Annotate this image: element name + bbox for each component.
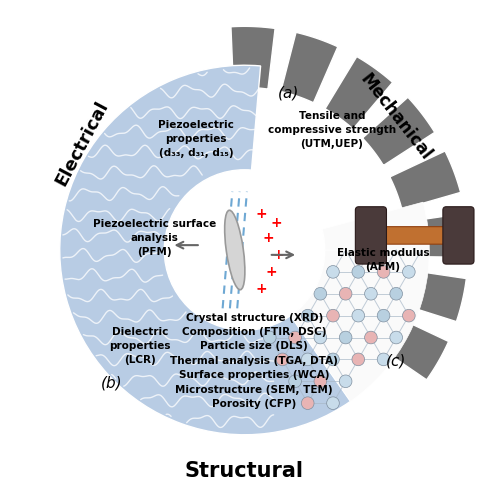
FancyBboxPatch shape xyxy=(377,226,451,244)
Circle shape xyxy=(351,353,364,366)
Circle shape xyxy=(389,288,402,300)
Text: Structural: Structural xyxy=(184,461,304,481)
Circle shape xyxy=(288,331,301,344)
Ellipse shape xyxy=(224,210,244,290)
Text: +: + xyxy=(270,216,282,230)
Circle shape xyxy=(301,353,313,366)
Circle shape xyxy=(364,331,376,344)
Text: Crystal structure (XRD)
Composition (FTIR, DSC)
Particle size (DLS)
Thermal anal: Crystal structure (XRD) Composition (FTI… xyxy=(170,312,338,409)
FancyBboxPatch shape xyxy=(355,206,386,264)
Circle shape xyxy=(301,397,313,409)
Wedge shape xyxy=(244,202,428,250)
Text: (c): (c) xyxy=(385,354,406,368)
Text: Tensile and
compressive strength
(UTM,UEP): Tensile and compressive strength (UTM,UE… xyxy=(267,111,395,149)
Text: Dielectric
properties
(LCR): Dielectric properties (LCR) xyxy=(109,327,170,365)
Text: +: + xyxy=(272,248,284,262)
Text: Elastic modulus
(AFM): Elastic modulus (AFM) xyxy=(336,248,428,272)
Circle shape xyxy=(326,353,339,366)
Text: Electrical: Electrical xyxy=(52,98,112,188)
Circle shape xyxy=(402,266,414,278)
Text: +: + xyxy=(263,231,274,245)
Circle shape xyxy=(389,331,402,344)
Wedge shape xyxy=(244,250,428,402)
Circle shape xyxy=(339,331,351,344)
Circle shape xyxy=(339,288,351,300)
Text: (a): (a) xyxy=(277,86,298,100)
Circle shape xyxy=(376,310,389,322)
Circle shape xyxy=(288,375,301,388)
Circle shape xyxy=(376,353,389,366)
Text: +: + xyxy=(255,282,267,296)
Circle shape xyxy=(276,353,288,366)
Circle shape xyxy=(339,375,351,388)
Circle shape xyxy=(313,375,326,388)
Polygon shape xyxy=(227,26,467,380)
Text: +: + xyxy=(255,206,267,220)
Text: Mechanical: Mechanical xyxy=(356,70,434,164)
Text: (b): (b) xyxy=(101,376,122,390)
Text: Piezoelectric
properties
(d₃₃, d₃₁, d₁₅): Piezoelectric properties (d₃₃, d₃₁, d₁₅) xyxy=(158,120,233,158)
Circle shape xyxy=(351,266,364,278)
Text: +: + xyxy=(265,265,277,279)
Circle shape xyxy=(326,310,339,322)
Circle shape xyxy=(326,266,339,278)
Circle shape xyxy=(326,397,339,409)
Wedge shape xyxy=(60,65,350,435)
Text: Piezoelectric surface
analysis
(PFM): Piezoelectric surface analysis (PFM) xyxy=(93,219,216,257)
Circle shape xyxy=(263,331,276,344)
Circle shape xyxy=(376,266,389,278)
FancyBboxPatch shape xyxy=(442,206,473,264)
Circle shape xyxy=(402,310,414,322)
Circle shape xyxy=(313,288,326,300)
Circle shape xyxy=(164,170,324,330)
Circle shape xyxy=(313,331,326,344)
Circle shape xyxy=(364,288,376,300)
Circle shape xyxy=(351,310,364,322)
Circle shape xyxy=(301,310,313,322)
